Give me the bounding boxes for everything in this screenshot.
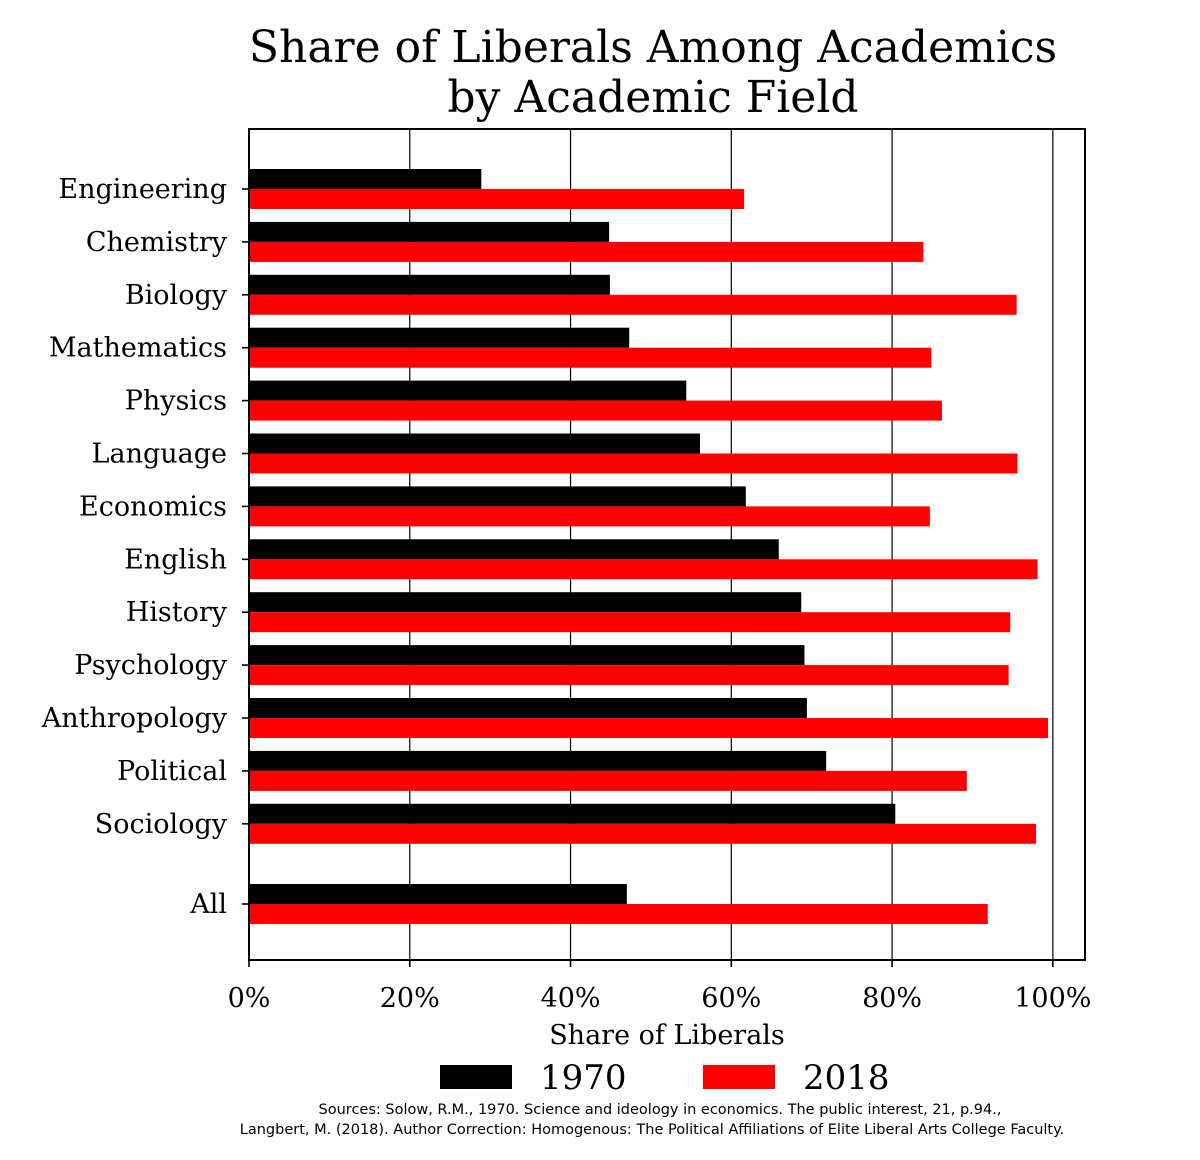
chart-title-line-1: Share of Liberals Among Academics <box>249 22 1057 73</box>
bar-physics-2018 <box>249 400 942 421</box>
bar-engineering-1970 <box>249 169 482 189</box>
bar-political-2018 <box>249 770 967 791</box>
x-tick-label-40: 40% <box>541 983 601 1014</box>
bar-chemistry-2018 <box>249 241 924 262</box>
y-tick-label-political: Political <box>117 756 227 787</box>
y-tick-label-chemistry: Chemistry <box>86 227 228 258</box>
source-line-1: Sources: Solow, R.M., 1970. Science and … <box>319 1102 1002 1118</box>
x-axis-label: Share of Liberals <box>549 1020 785 1051</box>
bar-all-2018 <box>249 904 988 924</box>
legend-label-2018: 2018 <box>803 1058 890 1098</box>
bar-biology-1970 <box>249 274 610 295</box>
y-tick-label-sociology: Sociology <box>95 809 228 840</box>
y-tick-label-all: All <box>189 889 227 920</box>
y-tick-label-mathematics: Mathematics <box>49 333 227 364</box>
x-tick-label-20: 20% <box>380 983 440 1014</box>
bar-psychology-2018 <box>249 665 1009 686</box>
bar-economics-2018 <box>249 506 930 527</box>
legend-swatch-2018 <box>703 1065 775 1089</box>
x-tick-label-60: 60% <box>701 983 761 1014</box>
y-tick-label-physics: Physics <box>125 386 227 417</box>
chart-title-line-2: by Academic Field <box>447 72 858 123</box>
y-tick-label-engineering: Engineering <box>58 174 227 205</box>
bar-all-1970 <box>249 884 627 904</box>
bar-anthropology-2018 <box>249 718 1049 738</box>
x-tick-label-0: 0% <box>228 983 271 1014</box>
bar-mathematics-2018 <box>249 347 932 368</box>
bar-economics-1970 <box>249 486 746 507</box>
bar-sociology-2018 <box>249 823 1036 844</box>
bar-biology-2018 <box>249 294 1017 315</box>
y-tick-label-anthropology: Anthropology <box>41 703 228 734</box>
y-tick-label-history: History <box>126 597 228 628</box>
bars <box>249 169 1049 924</box>
bar-sociology-1970 <box>249 803 896 824</box>
legend-swatch-1970 <box>440 1065 512 1089</box>
legend: 1970 2018 <box>440 1058 890 1098</box>
bar-chemistry-1970 <box>249 221 610 242</box>
y-tick-label-psychology: Psychology <box>74 650 227 681</box>
legend-label-1970: 1970 <box>540 1058 627 1098</box>
bar-history-2018 <box>249 612 1011 633</box>
bar-language-1970 <box>249 433 700 454</box>
bar-political-1970 <box>249 750 827 771</box>
x-tick-label-80: 80% <box>862 983 922 1014</box>
plot-frame <box>248 128 1086 961</box>
bar-language-2018 <box>249 453 1018 474</box>
bar-history-1970 <box>249 592 802 613</box>
y-axis-ticks: Engineering Chemistry Biology Mathematics Ph… <box>41 174 249 920</box>
bar-psychology-1970 <box>249 645 805 666</box>
bar-english-2018 <box>249 559 1038 580</box>
bar-physics-1970 <box>249 380 687 401</box>
y-tick-label-economics: Economics <box>79 491 227 522</box>
bar-anthropology-1970 <box>249 698 807 718</box>
y-tick-label-language: Language <box>92 439 227 470</box>
y-tick-label-biology: Biology <box>125 280 228 311</box>
bar-mathematics-1970 <box>249 327 630 348</box>
x-tick-label-100: 100% <box>1014 983 1091 1014</box>
y-tick-label-english: English <box>124 544 227 575</box>
source-line-2: Langbert, M. (2018). Author Correction: … <box>240 1122 1064 1138</box>
bar-engineering-2018 <box>249 189 745 209</box>
bar-english-1970 <box>249 539 779 560</box>
x-axis-ticks: 0% 20% 40% 60% 80% 100% <box>228 960 1091 1014</box>
